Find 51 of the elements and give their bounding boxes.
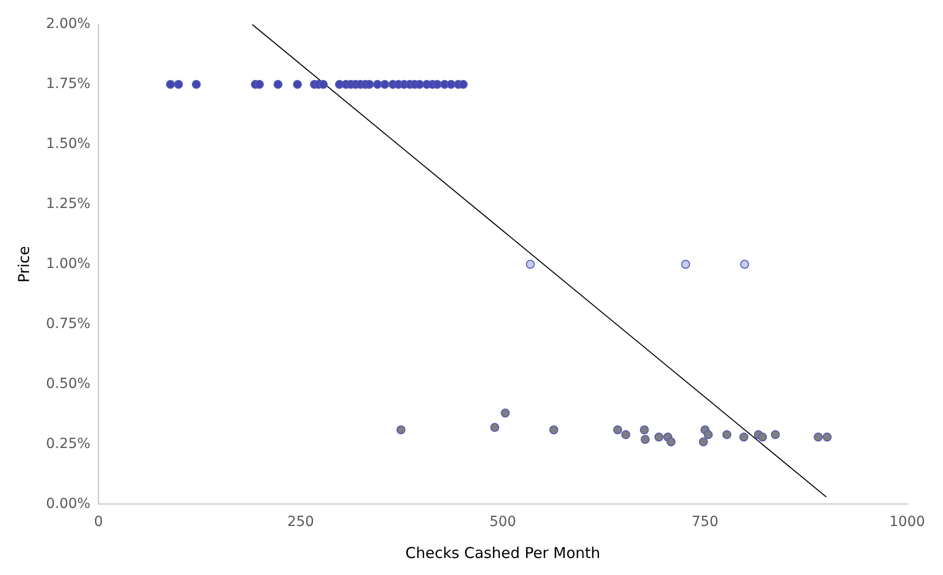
y-tick-label: 1.75%	[46, 76, 90, 92]
point	[613, 425, 622, 434]
point	[166, 80, 175, 89]
x-tick-label: 750	[692, 514, 718, 530]
point	[318, 80, 328, 89]
point	[526, 260, 535, 269]
point	[372, 80, 382, 89]
point	[814, 432, 823, 442]
point	[740, 260, 750, 269]
y-tick-label: 2.00%	[46, 16, 90, 32]
point	[722, 430, 732, 440]
y-tick-label: 1.00%	[46, 256, 90, 272]
y-tick-label: 1.25%	[46, 196, 90, 212]
point	[770, 430, 780, 440]
point	[698, 437, 708, 446]
point	[739, 432, 748, 442]
point	[681, 260, 690, 269]
y-tick-label: 1.50%	[46, 136, 90, 152]
point	[274, 80, 283, 89]
point	[666, 437, 676, 446]
point	[364, 80, 374, 89]
point	[174, 80, 184, 89]
point	[758, 432, 767, 442]
y-tick-label: 0.75%	[46, 316, 90, 332]
point	[192, 80, 201, 89]
point	[292, 80, 302, 89]
point	[640, 425, 649, 434]
y-axis-title: Price	[14, 246, 33, 283]
point	[822, 432, 832, 442]
point	[704, 430, 713, 440]
x-tick-label: 1000	[889, 514, 926, 530]
point	[415, 80, 424, 89]
y-tick-label: 0.50%	[46, 376, 90, 392]
x-tick-label: 0	[94, 514, 103, 530]
point	[640, 434, 650, 444]
point	[621, 430, 630, 440]
point	[380, 80, 390, 89]
point	[432, 80, 442, 89]
point	[500, 408, 510, 418]
y-tick-label: 0.25%	[46, 436, 90, 452]
x-tick-label: 250	[287, 514, 314, 530]
point	[458, 80, 468, 89]
point	[396, 425, 406, 434]
point	[549, 425, 558, 434]
x-tick-label: 500	[489, 514, 516, 530]
point	[654, 432, 664, 442]
point	[254, 80, 264, 89]
point	[446, 80, 456, 89]
point	[490, 422, 500, 432]
y-tick-label: 0.00%	[46, 496, 90, 512]
x-axis-title: Checks Cashed Per Month	[405, 544, 600, 562]
